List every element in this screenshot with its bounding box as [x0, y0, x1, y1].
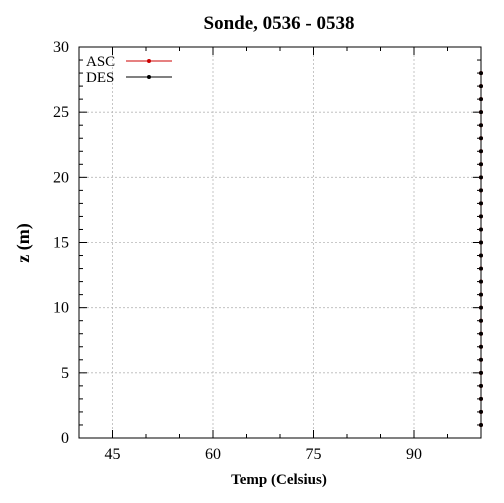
legend-marker-des — [147, 75, 151, 79]
legend-label-des: DES — [86, 70, 114, 86]
data-point-des — [479, 136, 483, 141]
y-tick-label: 10 — [53, 300, 69, 317]
data-point-des — [479, 123, 483, 128]
data-point-des — [479, 97, 483, 102]
data-point-des — [479, 240, 483, 245]
legend-marker-asc — [147, 59, 151, 63]
data-point-des — [479, 318, 483, 323]
data-point-des — [479, 110, 483, 115]
legend: ASC DES — [86, 54, 172, 86]
data-point-des — [479, 149, 483, 154]
data-point-des — [479, 279, 483, 284]
y-tick-label: 5 — [61, 365, 69, 382]
data-point-des — [479, 305, 483, 310]
data-point-des — [479, 292, 483, 297]
x-tick-label: 45 — [105, 446, 121, 463]
chart-title: Sonde, 0536 - 0538 — [204, 13, 355, 34]
data-point-des — [479, 370, 483, 375]
data-point-des — [479, 162, 483, 167]
legend-label-asc: ASC — [86, 54, 115, 70]
data-point-des — [479, 396, 483, 401]
x-tick-label: 60 — [205, 446, 221, 463]
x-tick-label: 90 — [406, 446, 422, 463]
x-tick-label: 75 — [306, 446, 322, 463]
data-point-des — [479, 188, 483, 193]
data-point-des — [479, 422, 483, 427]
y-tick-label: 30 — [53, 39, 69, 56]
y-tick-label: 25 — [53, 104, 69, 121]
grid — [79, 47, 481, 438]
x-tick-labels: 45 60 75 90 — [105, 446, 423, 463]
y-tick-label: 0 — [61, 430, 69, 447]
data-point-des — [479, 201, 483, 206]
y-tick-label: 20 — [53, 169, 69, 186]
data-point-des — [479, 357, 483, 362]
data-point-des — [479, 214, 483, 219]
data-point-des — [479, 409, 483, 414]
data-point-des — [479, 266, 483, 271]
data-point-des — [479, 253, 483, 258]
y-axis-title: z (m) — [13, 223, 34, 262]
data-point-des — [479, 71, 483, 76]
series-points — [479, 71, 483, 427]
x-axis-title: Temp (Celsius) — [231, 472, 327, 488]
data-point-des — [479, 84, 483, 89]
y-tick-label: 15 — [53, 235, 69, 252]
data-point-des — [479, 331, 483, 336]
data-point-des — [479, 227, 483, 232]
data-point-des — [479, 344, 483, 349]
data-point-des — [479, 175, 483, 180]
y-tick-labels: 0 5 10 15 20 25 30 — [53, 39, 69, 447]
data-point-des — [479, 383, 483, 388]
